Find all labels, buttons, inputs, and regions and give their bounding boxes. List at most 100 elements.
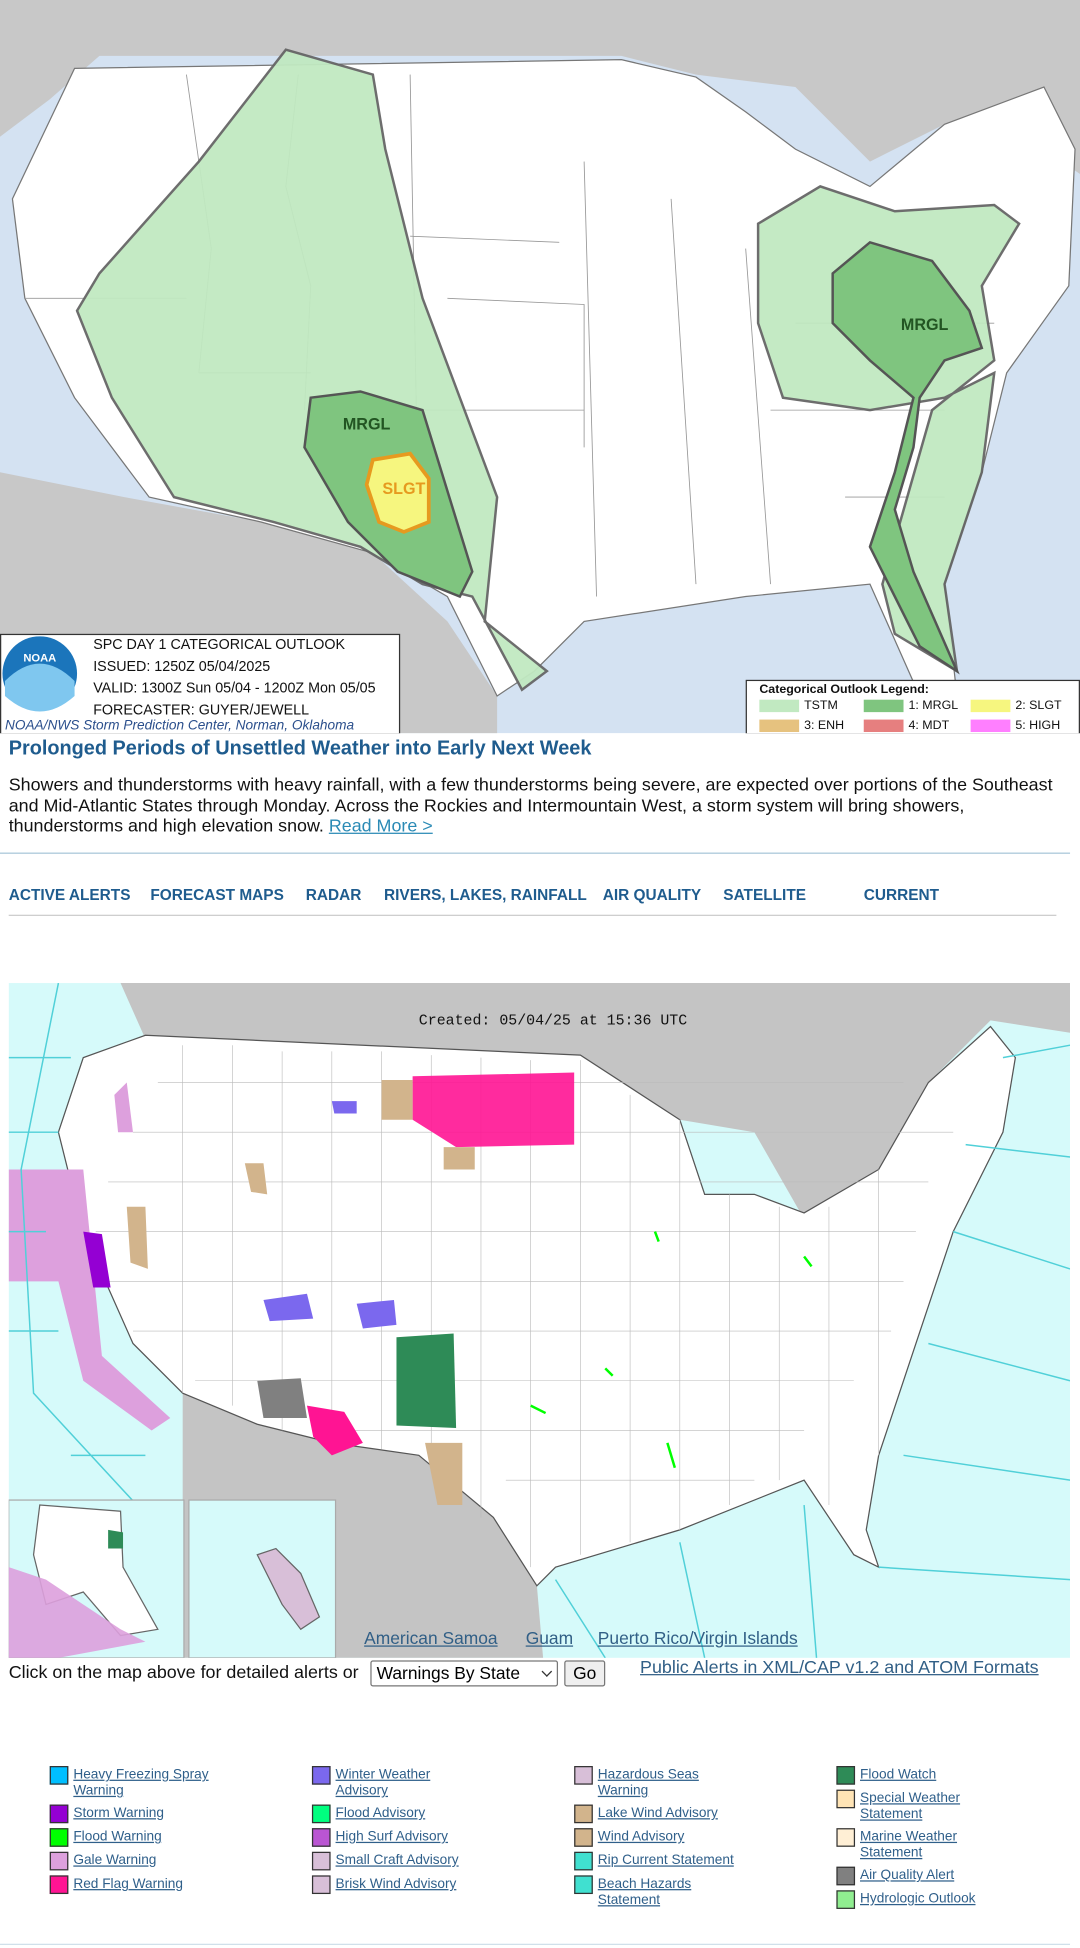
legend-link[interactable]: Flood Warning bbox=[73, 1829, 162, 1845]
legend-item: Flood Advisory bbox=[311, 1804, 561, 1824]
noaa-logo-wave bbox=[4, 663, 75, 712]
legend-link[interactable]: Wind Advisory bbox=[597, 1829, 685, 1845]
legend-label: 4: MDT bbox=[908, 718, 949, 732]
divider bbox=[0, 1943, 1071, 1945]
legend-link[interactable]: Rip Current Statement bbox=[597, 1853, 734, 1868]
legend-item: Small Craft Advisory bbox=[311, 1851, 561, 1871]
legend-link[interactable]: Brisk Wind Advisory bbox=[335, 1876, 457, 1892]
legend-item: High Surf Advisory bbox=[311, 1828, 561, 1847]
slgt-area bbox=[364, 451, 431, 534]
legend-link[interactable]: Special Weather Statement bbox=[860, 1790, 961, 1822]
legend-swatch bbox=[759, 699, 800, 713]
area-label: MRGL bbox=[343, 415, 391, 433]
nav-item[interactable]: SATELLITE bbox=[723, 886, 807, 904]
legend-link[interactable]: Gale Warning bbox=[73, 1853, 157, 1868]
territory-link[interactable]: Puerto Rico/Virgin Islands bbox=[597, 1628, 798, 1648]
headline-text: Showers and thunderstorms with heavy rai… bbox=[9, 776, 1072, 838]
territory-link[interactable]: American Samoa bbox=[364, 1628, 498, 1648]
area-label: MRGL bbox=[901, 316, 949, 334]
legend-link[interactable]: Storm Warning bbox=[73, 1805, 164, 1821]
headline-body: Showers and thunderstorms with heavy rai… bbox=[8, 775, 1053, 837]
outlook-map: MRGL SLGT MRGL NOAA SPC DAY 1 CATEGORICA… bbox=[0, 0, 1080, 734]
legend-item: Flood Warning bbox=[49, 1828, 299, 1847]
xml-cap-link[interactable]: Public Alerts in XML/CAP v1.2 and ATOM F… bbox=[640, 1657, 1039, 1678]
nav-item[interactable]: RIVERS, LAKES, RAINFALL bbox=[384, 886, 587, 904]
legend-link[interactable]: Winter Weather Advisory bbox=[335, 1767, 431, 1799]
alerts-prompt: Click on the map above for detailed aler… bbox=[8, 1662, 359, 1683]
legend-item: Hazardous Seas Warning bbox=[574, 1766, 823, 1800]
state-select[interactable]: Warnings By State bbox=[370, 1660, 559, 1687]
legend-swatch bbox=[311, 1851, 331, 1871]
legend-column: Flood Watch Special Weather Statement Mari… bbox=[836, 1766, 1080, 1914]
legend-label: 5: HIGH bbox=[1015, 718, 1060, 732]
legend-item: Air Quality Alert bbox=[836, 1866, 1080, 1886]
legend-swatch bbox=[574, 1766, 593, 1785]
nav-item[interactable]: FORECAST MAPS bbox=[150, 886, 284, 904]
winter-advisory-area bbox=[263, 1101, 397, 1329]
wind-advisory-area bbox=[126, 1079, 475, 1506]
outlook-credit: NOAA/NWS Storm Prediction Center, Norman… bbox=[5, 717, 355, 732]
legend-item: Storm Warning bbox=[49, 1804, 299, 1824]
legend-swatch bbox=[311, 1804, 331, 1824]
legend-link[interactable]: Marine Weather Statement bbox=[860, 1829, 958, 1861]
nav-item[interactable]: RADAR bbox=[305, 886, 362, 904]
outlook-title: SPC DAY 1 CATEGORICAL OUTLOOK bbox=[93, 637, 345, 653]
outlook-legend-box bbox=[745, 679, 1080, 734]
legend-link[interactable]: Beach Hazards Statement bbox=[597, 1876, 692, 1908]
legend-link[interactable]: Small Craft Advisory bbox=[335, 1853, 459, 1868]
legend-swatch bbox=[836, 1890, 856, 1909]
read-more-link[interactable]: Read More > bbox=[328, 816, 433, 837]
map-created: Created: 05/04/25 at 15:36 UTC bbox=[419, 1013, 687, 1029]
legend-item: Winter Weather Advisory bbox=[311, 1766, 561, 1800]
legend-link[interactable]: Red Flag Warning bbox=[73, 1876, 184, 1892]
hazard-map[interactable]: Created: 05/04/25 at 15:36 UTC bbox=[8, 983, 1071, 1658]
legend-link[interactable]: Flood Watch bbox=[860, 1767, 937, 1783]
legend-swatch bbox=[574, 1875, 593, 1895]
nav-item[interactable]: CURRENT bbox=[863, 886, 940, 904]
outlook-valid: VALID: 1300Z Sun 05/04 - 1200Z Mon 05/05 bbox=[93, 680, 375, 696]
legend-swatch bbox=[574, 1804, 593, 1824]
legend-item: Hydrologic Outlook bbox=[836, 1890, 1080, 1909]
flood-watch-area bbox=[396, 1333, 457, 1428]
legend-swatch bbox=[311, 1828, 331, 1847]
flood-warning-area bbox=[530, 1231, 813, 1469]
legend-item: Special Weather Statement bbox=[836, 1789, 1080, 1824]
legend-swatch bbox=[49, 1828, 69, 1847]
legend-link[interactable]: Lake Wind Advisory bbox=[597, 1805, 718, 1821]
hawaii-islands bbox=[256, 1547, 321, 1631]
legend-swatch bbox=[970, 719, 1011, 733]
flood-watch-area bbox=[108, 1529, 124, 1549]
legend-item: Rip Current Statement bbox=[574, 1851, 823, 1871]
legend-swatch bbox=[49, 1766, 69, 1785]
legend-link[interactable]: Hydrologic Outlook bbox=[860, 1891, 976, 1907]
legend-item: Marine Weather Statement bbox=[836, 1828, 1080, 1862]
hawaii-inset[interactable] bbox=[188, 1499, 337, 1658]
legend-swatch bbox=[836, 1866, 856, 1886]
legend-link[interactable]: High Surf Advisory bbox=[335, 1829, 449, 1845]
legend-link[interactable]: Flood Advisory bbox=[335, 1805, 426, 1821]
legend-item: Red Flag Warning bbox=[49, 1875, 299, 1895]
legend-link[interactable]: Hazardous Seas Warning bbox=[597, 1767, 699, 1799]
mrgl-area-east bbox=[831, 240, 984, 675]
legend-swatch bbox=[836, 1766, 856, 1785]
red-flag-area bbox=[306, 1405, 363, 1456]
legend-column: Winter Weather Advisory Flood Advisory Hig… bbox=[311, 1766, 561, 1899]
nav-item[interactable]: AIR QUALITY bbox=[602, 886, 702, 904]
legend-link[interactable]: Heavy Freezing Spray Warning bbox=[73, 1767, 209, 1799]
legend-label: 3: ENH bbox=[804, 718, 844, 732]
legend-label: 2: SLGT bbox=[1015, 698, 1062, 712]
legend-item: Beach Hazards Statement bbox=[574, 1875, 823, 1909]
go-button[interactable]: Go bbox=[564, 1660, 606, 1687]
legend-swatch bbox=[311, 1875, 331, 1895]
area-label: SLGT bbox=[382, 480, 425, 498]
legend-label: TSTM bbox=[804, 698, 838, 712]
nav-item[interactable]: ACTIVE ALERTS bbox=[8, 886, 131, 904]
legend-link[interactable]: Air Quality Alert bbox=[860, 1867, 955, 1883]
legend-item: Gale Warning bbox=[49, 1851, 299, 1871]
legend-swatch bbox=[574, 1828, 593, 1847]
legend-item: Heavy Freezing Spray Warning bbox=[49, 1766, 299, 1800]
territory-link[interactable]: Guam bbox=[525, 1628, 574, 1648]
canada bbox=[120, 983, 1071, 1220]
